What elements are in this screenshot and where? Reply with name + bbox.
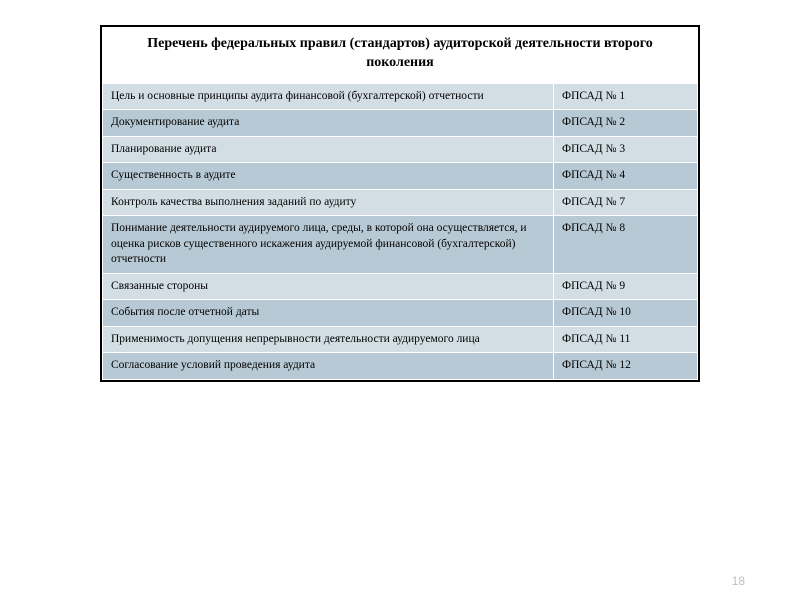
row-code: ФПСАД № 9 [554, 273, 698, 300]
row-desc: Существенность в аудите [103, 163, 554, 190]
row-code: ФПСАД № 11 [554, 326, 698, 353]
row-code: ФПСАД № 1 [554, 83, 698, 110]
table-row: Цель и основные принципы аудита финансов… [103, 83, 698, 110]
slide-title: Перечень федеральных правил (стандартов)… [102, 27, 698, 83]
table-row: Применимость допущения непрерывности дея… [103, 326, 698, 353]
table-row: Согласование условий проведения аудита Ф… [103, 353, 698, 380]
slide-container: Перечень федеральных правил (стандартов)… [100, 25, 700, 382]
row-desc: Контроль качества выполнения заданий по … [103, 189, 554, 216]
page-number: 18 [732, 574, 745, 588]
table-row: Планирование аудита ФПСАД № 3 [103, 136, 698, 163]
table-row: События после отчетной даты ФПСАД № 10 [103, 300, 698, 327]
row-desc: События после отчетной даты [103, 300, 554, 327]
row-desc: Документирование аудита [103, 110, 554, 137]
row-code: ФПСАД № 7 [554, 189, 698, 216]
row-code: ФПСАД № 2 [554, 110, 698, 137]
table-row: Связанные стороны ФПСАД № 9 [103, 273, 698, 300]
table-row: Документирование аудита ФПСАД № 2 [103, 110, 698, 137]
row-desc: Понимание деятельности аудируемого лица,… [103, 216, 554, 274]
standards-table: Цель и основные принципы аудита финансов… [102, 83, 698, 380]
table-row: Существенность в аудите ФПСАД № 4 [103, 163, 698, 190]
row-code: ФПСАД № 3 [554, 136, 698, 163]
table-row: Контроль качества выполнения заданий по … [103, 189, 698, 216]
row-code: ФПСАД № 12 [554, 353, 698, 380]
row-desc: Применимость допущения непрерывности дея… [103, 326, 554, 353]
row-code: ФПСАД № 4 [554, 163, 698, 190]
row-desc: Планирование аудита [103, 136, 554, 163]
row-code: ФПСАД № 10 [554, 300, 698, 327]
table-row: Понимание деятельности аудируемого лица,… [103, 216, 698, 274]
row-desc: Цель и основные принципы аудита финансов… [103, 83, 554, 110]
row-desc: Связанные стороны [103, 273, 554, 300]
row-desc: Согласование условий проведения аудита [103, 353, 554, 380]
row-code: ФПСАД № 8 [554, 216, 698, 274]
